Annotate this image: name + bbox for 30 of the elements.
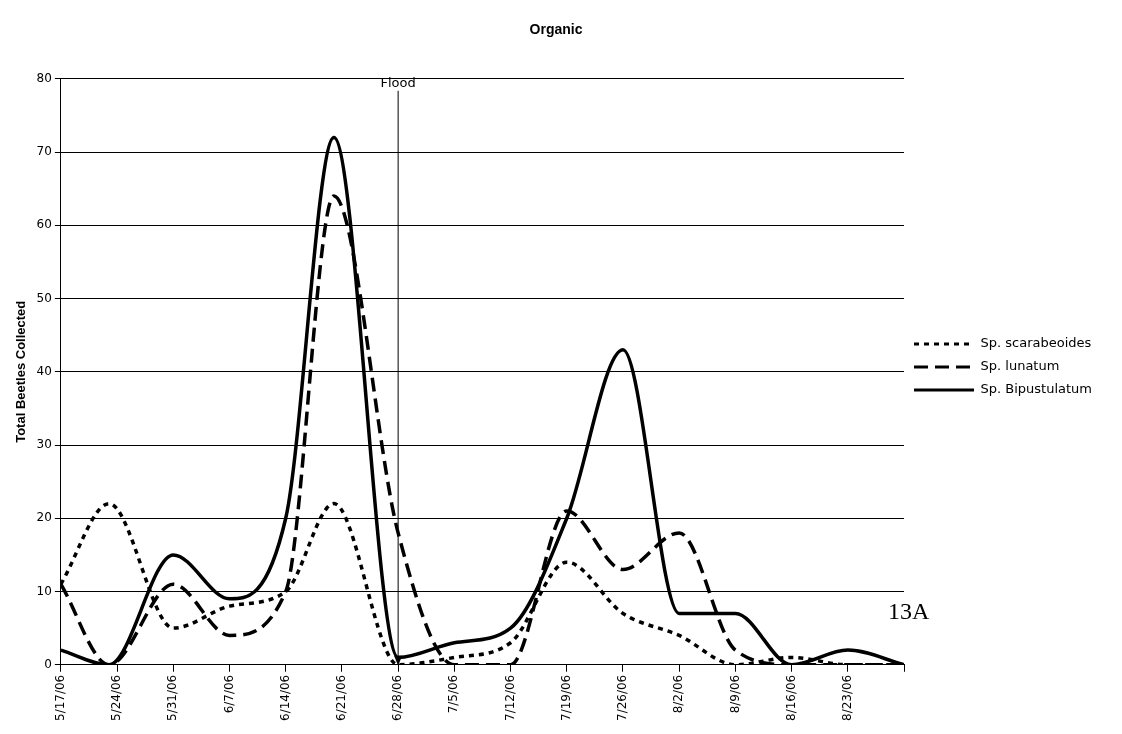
annotation: 13A [888, 598, 930, 625]
y-tick-label: 30 [36, 437, 52, 452]
legend-label: Sp. lunatum [980, 358, 1060, 374]
y-tick-label: 0 [44, 656, 52, 671]
y-axis-title: Total Beetles Collected [13, 300, 29, 443]
x-tick-label: 8/16/06 [783, 674, 798, 722]
y-tick-label: 40 [36, 363, 52, 378]
x-tick-label: 6/21/06 [334, 674, 349, 722]
x-tick-label: 8/23/06 [839, 674, 854, 722]
y-tick-label: 20 [36, 510, 52, 525]
x-tick-label: 6/14/06 [277, 674, 292, 722]
x-tick-label: 5/24/06 [109, 674, 124, 722]
y-tick-label: 80 [36, 70, 52, 85]
x-tick-label: 5/17/06 [52, 674, 67, 722]
legend-label: Sp. Bipustulatum [980, 381, 1093, 397]
x-tick-label: 7/26/06 [615, 674, 630, 722]
chart-title: Organic [529, 21, 583, 38]
x-tick-label: 8/9/06 [727, 674, 742, 714]
y-tick-label: 60 [36, 217, 52, 232]
x-tick-label: 6/28/06 [390, 674, 405, 722]
y-tick-label: 50 [36, 290, 52, 305]
x-tick-label: 7/19/06 [558, 674, 573, 722]
x-tick-label: 6/7/06 [221, 674, 236, 714]
y-tick-label: 10 [36, 583, 52, 598]
x-tick-label: 5/31/06 [165, 674, 180, 722]
x-tick-label: 7/5/06 [446, 674, 461, 714]
y-tick-label: 70 [36, 144, 52, 159]
x-tick-label: 7/12/06 [502, 674, 517, 722]
x-tick-label: 8/2/06 [671, 674, 686, 714]
legend-label: Sp. scarabeoides [980, 335, 1092, 351]
